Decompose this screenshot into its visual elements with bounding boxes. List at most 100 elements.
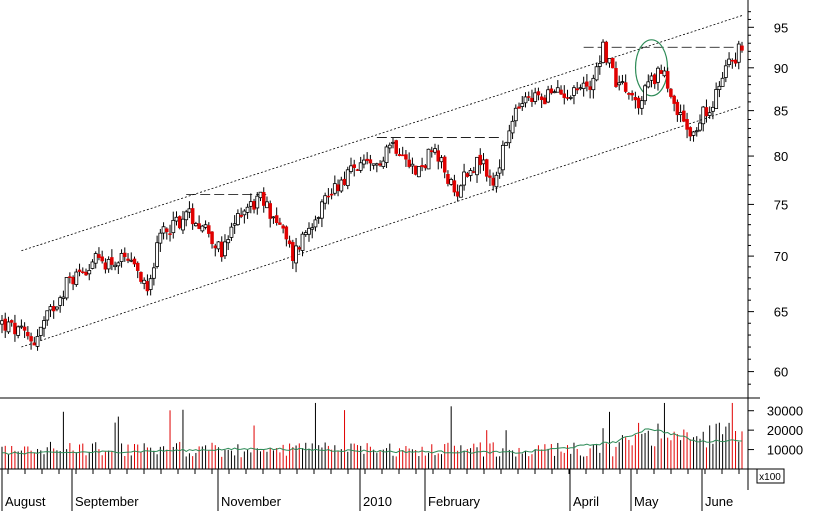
candle-body bbox=[656, 67, 660, 83]
candle-body bbox=[90, 261, 95, 269]
candle-body bbox=[77, 269, 82, 272]
candle-body bbox=[507, 130, 512, 144]
y-tick-label: 70 bbox=[774, 249, 788, 264]
candle-body bbox=[562, 93, 567, 98]
candle-body bbox=[665, 71, 670, 89]
candle-body bbox=[694, 130, 699, 133]
candle-body bbox=[113, 264, 118, 268]
candle-body bbox=[97, 254, 101, 258]
candle-body bbox=[491, 177, 495, 186]
candle-body bbox=[355, 169, 360, 171]
candle-body bbox=[446, 174, 450, 184]
candle-body bbox=[685, 119, 689, 130]
candle-body bbox=[103, 262, 108, 270]
y-tick-label: 90 bbox=[774, 61, 788, 76]
candle-body bbox=[139, 271, 143, 282]
candle-body bbox=[268, 203, 272, 219]
candle-body bbox=[148, 278, 153, 290]
volume-tick-label: 30000 bbox=[767, 404, 803, 419]
y-tick-label: 95 bbox=[774, 20, 788, 35]
candle-body bbox=[100, 256, 104, 262]
candle-body bbox=[539, 96, 544, 101]
candle-body bbox=[35, 335, 40, 347]
candle-body bbox=[740, 45, 744, 51]
candle-body bbox=[465, 173, 470, 177]
candle-body bbox=[472, 171, 476, 173]
candle-body bbox=[29, 336, 33, 342]
candle-body bbox=[714, 89, 719, 109]
candle-body bbox=[623, 82, 628, 92]
candle-body bbox=[530, 97, 534, 102]
x-tick-label: September bbox=[75, 494, 139, 509]
candle-body bbox=[219, 241, 224, 258]
candle-body bbox=[291, 242, 295, 262]
volume-tick-label: 20000 bbox=[767, 423, 803, 438]
candle-body bbox=[168, 233, 172, 235]
candle-body bbox=[468, 170, 473, 176]
candle-body bbox=[581, 82, 586, 90]
candle-body bbox=[68, 276, 72, 278]
candle-body bbox=[132, 258, 137, 265]
x-tick-label: June bbox=[705, 494, 733, 509]
candle-body bbox=[659, 70, 663, 74]
candle-body bbox=[484, 159, 489, 177]
candle-body bbox=[3, 318, 7, 331]
y-tick-label: 75 bbox=[774, 197, 788, 212]
candle-body bbox=[720, 77, 725, 87]
candle-body bbox=[126, 258, 130, 261]
candle-body bbox=[303, 232, 308, 235]
candle-body bbox=[310, 227, 315, 230]
candle-body bbox=[252, 200, 256, 210]
candle-body bbox=[316, 217, 321, 219]
candle-body bbox=[404, 154, 408, 160]
candle-body bbox=[177, 216, 182, 229]
candle-body bbox=[578, 87, 583, 90]
candle-body bbox=[733, 59, 738, 64]
candle-body bbox=[575, 88, 579, 91]
candle-body bbox=[145, 281, 150, 292]
candle-body bbox=[610, 57, 615, 69]
candle-body bbox=[258, 191, 263, 199]
candle-body bbox=[119, 253, 124, 262]
candle-body bbox=[500, 144, 505, 171]
candle-body bbox=[391, 141, 395, 144]
candle-body bbox=[200, 225, 205, 232]
candle-body bbox=[678, 112, 683, 116]
candle-body bbox=[261, 192, 266, 206]
candle-body bbox=[38, 326, 43, 336]
candle-body bbox=[526, 96, 531, 98]
candle-body bbox=[523, 96, 528, 104]
candle-body bbox=[58, 297, 63, 306]
candle-body bbox=[675, 101, 680, 116]
candle-body bbox=[365, 158, 369, 161]
candle-body bbox=[81, 271, 85, 273]
candle-body bbox=[197, 223, 201, 229]
candle-body bbox=[329, 193, 334, 196]
candle-body bbox=[672, 95, 676, 104]
candle-body bbox=[449, 179, 454, 185]
candle-body bbox=[142, 279, 147, 284]
candle-body bbox=[45, 310, 50, 321]
candle-body bbox=[707, 112, 712, 116]
candle-body bbox=[129, 259, 134, 262]
x-tick-label: May bbox=[634, 494, 659, 509]
candle-body bbox=[287, 240, 292, 245]
candle-body bbox=[74, 271, 79, 285]
candle-body bbox=[235, 213, 240, 226]
candle-body bbox=[639, 100, 644, 109]
volume-tick-label: 10000 bbox=[767, 443, 803, 458]
candle-body bbox=[232, 223, 237, 226]
candle-body bbox=[497, 167, 502, 174]
candle-body bbox=[636, 97, 641, 109]
candle-body bbox=[727, 58, 731, 65]
candle-body bbox=[294, 245, 298, 264]
candle-body bbox=[368, 159, 373, 164]
candle-body bbox=[16, 326, 21, 336]
candle-body bbox=[274, 215, 279, 223]
candle-body bbox=[320, 201, 324, 219]
candle-body bbox=[559, 89, 563, 95]
candle-body bbox=[26, 331, 30, 337]
candle-body bbox=[0, 320, 4, 325]
candle-body bbox=[342, 178, 347, 186]
